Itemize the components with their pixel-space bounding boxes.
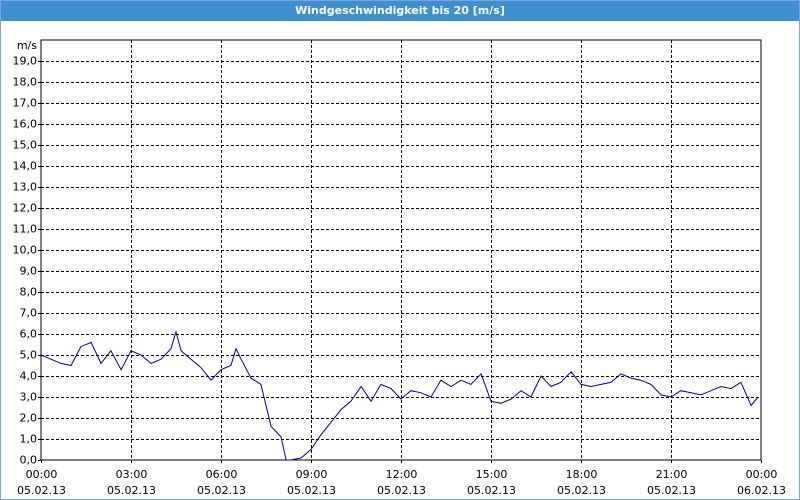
y-tick-label: 19,0 (13, 55, 38, 68)
y-tick-label: 9,0 (20, 265, 38, 278)
y-tick-label: 6,0 (20, 328, 38, 341)
y-axis-unit: m/s (17, 39, 37, 52)
x-tick-date: 05.02.13 (647, 484, 696, 497)
x-tick-date: 05.02.13 (467, 484, 516, 497)
y-tick-label: 2,0 (20, 412, 38, 425)
y-tick-label: 14,0 (13, 160, 38, 173)
y-tick-label: 15,0 (13, 139, 38, 152)
x-tick-label: 18:00 (566, 468, 598, 481)
x-tick-label: 15:00 (476, 468, 508, 481)
x-tick-date: 05.02.13 (197, 484, 246, 497)
x-tick-date: 05.02.13 (17, 484, 66, 497)
x-tick-date: 05.02.13 (557, 484, 606, 497)
x-tick-label: 09:00 (296, 468, 328, 481)
y-tick-label: 8,0 (20, 286, 38, 299)
y-tick-label: 13,0 (13, 181, 38, 194)
y-tick-label: 7,0 (20, 307, 38, 320)
title-bar: Windgeschwindigkeit bis 20 [m/s] (1, 1, 799, 21)
x-tick-label: 21:00 (656, 468, 688, 481)
y-tick-label: 16,0 (13, 118, 38, 131)
x-tick-date: 05.02.13 (107, 484, 156, 497)
x-tick-label: 06:00 (206, 468, 238, 481)
y-tick-label: 3,0 (20, 391, 38, 404)
wind-line (40, 330, 759, 461)
y-tick-label: 4,0 (20, 370, 38, 383)
x-tick-date: 05.02.13 (377, 484, 426, 497)
y-tick-label: 17,0 (13, 97, 38, 110)
x-tick-date: 06.02.13 (737, 484, 786, 497)
x-tick-label: 12:00 (386, 468, 418, 481)
y-tick-label: 10,0 (13, 244, 38, 257)
x-tick-label: 00:00 (26, 468, 58, 481)
y-tick-label: 5,0 (20, 349, 38, 362)
y-tick-label: 1,0 (20, 433, 38, 446)
y-tick-label: 18,0 (13, 76, 38, 89)
x-tick-label: 03:00 (116, 468, 148, 481)
y-tick-label: 11,0 (13, 223, 38, 236)
y-tick-label: 0,0 (20, 454, 38, 467)
x-tick-date: 05.02.13 (287, 484, 336, 497)
y-tick-label: 12,0 (13, 202, 38, 215)
x-tick-label: 00:00 (746, 468, 778, 481)
